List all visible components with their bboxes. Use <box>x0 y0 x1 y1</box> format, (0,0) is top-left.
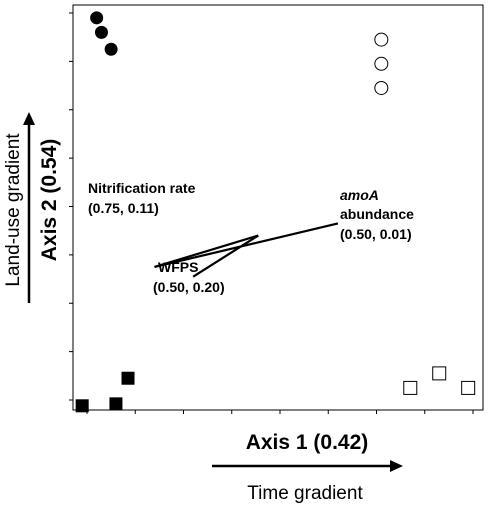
vector-label-nitrification-coords: (0.75, 0.11) <box>88 200 159 216</box>
vector-label-amoa-abundance: abundance <box>340 206 414 222</box>
axis-ticks <box>69 12 474 414</box>
vector-label-amoa: amoA <box>340 187 379 203</box>
filled-circle-point <box>90 11 104 25</box>
vector-line-1 <box>192 234 259 278</box>
open-square-point <box>432 366 447 381</box>
y-gradient-arrowhead <box>23 112 35 125</box>
vector-label-amoa-coords: (0.50, 0.01) <box>340 226 412 242</box>
y-gradient-label: Land-use gradient <box>3 133 24 287</box>
vector-label-wfps: WFPS <box>158 259 198 275</box>
y-axis-label: Axis 2 (0.54) <box>38 139 61 262</box>
open-circle-point <box>374 80 389 95</box>
open-square-point <box>461 380 476 395</box>
open-circle-point <box>374 56 389 71</box>
open-circle-point <box>374 32 389 47</box>
filled-square-point <box>75 399 89 413</box>
points-group <box>75 11 476 413</box>
vector-label-nitrification: Nitrification rate <box>88 180 196 196</box>
x-gradient-label: Time gradient <box>247 483 363 504</box>
vector-line-2 <box>154 234 259 269</box>
filled-square-point <box>121 371 135 385</box>
filled-circle-point <box>104 42 118 56</box>
vector-line-0 <box>154 222 339 269</box>
open-square-point <box>403 380 418 395</box>
filled-circle-point <box>94 25 108 39</box>
filled-square-point <box>109 397 123 411</box>
x-axis-label: Axis 1 (0.42) <box>246 431 369 454</box>
vector-label-wfps-coords: (0.50, 0.20) <box>153 279 225 295</box>
x-gradient-arrowhead <box>390 460 403 472</box>
plot-frame <box>72 4 484 411</box>
vector-group <box>154 222 339 278</box>
